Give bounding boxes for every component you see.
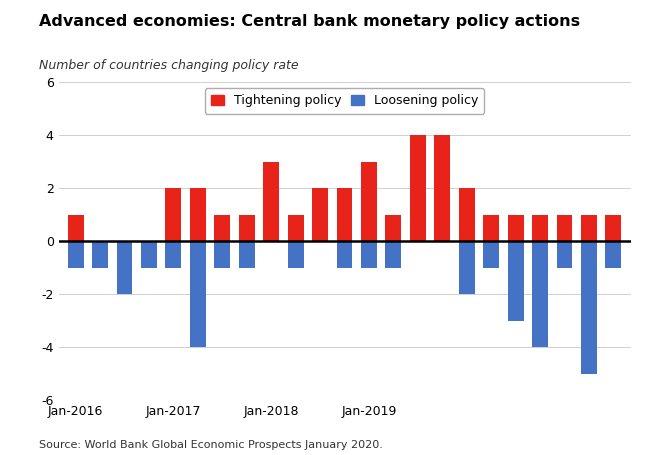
- Bar: [141, 241, 157, 268]
- Bar: [116, 241, 133, 294]
- Bar: [288, 215, 304, 241]
- Bar: [483, 215, 499, 241]
- Bar: [459, 188, 474, 241]
- Bar: [263, 162, 279, 241]
- Bar: [68, 241, 84, 268]
- Bar: [190, 188, 206, 241]
- Bar: [581, 215, 597, 241]
- Bar: [459, 241, 474, 294]
- Text: Source: World Bank Global Economic Prospects January 2020.: Source: World Bank Global Economic Prosp…: [39, 440, 383, 450]
- Bar: [556, 241, 573, 268]
- Bar: [166, 241, 181, 268]
- Bar: [605, 215, 621, 241]
- Bar: [483, 241, 499, 268]
- Bar: [337, 188, 352, 241]
- Bar: [410, 135, 426, 241]
- Bar: [532, 241, 548, 347]
- Bar: [214, 241, 230, 268]
- Bar: [434, 135, 450, 241]
- Bar: [605, 241, 621, 268]
- Bar: [361, 241, 377, 268]
- Bar: [581, 241, 597, 374]
- Bar: [166, 188, 181, 241]
- Text: Number of countries changing policy rate: Number of countries changing policy rate: [39, 59, 298, 72]
- Bar: [92, 241, 108, 268]
- Bar: [508, 215, 523, 241]
- Bar: [239, 241, 255, 268]
- Bar: [190, 241, 206, 347]
- Bar: [532, 215, 548, 241]
- Bar: [288, 241, 304, 268]
- Bar: [337, 241, 352, 268]
- Text: Advanced economies: Central bank monetary policy actions: Advanced economies: Central bank monetar…: [39, 14, 580, 29]
- Legend: Tightening policy, Loosening policy: Tightening policy, Loosening policy: [205, 88, 484, 114]
- Bar: [214, 215, 230, 241]
- Bar: [239, 215, 255, 241]
- Bar: [312, 188, 328, 241]
- Bar: [385, 241, 401, 268]
- Bar: [385, 215, 401, 241]
- Bar: [361, 162, 377, 241]
- Bar: [68, 215, 84, 241]
- Bar: [508, 241, 523, 321]
- Bar: [556, 215, 573, 241]
